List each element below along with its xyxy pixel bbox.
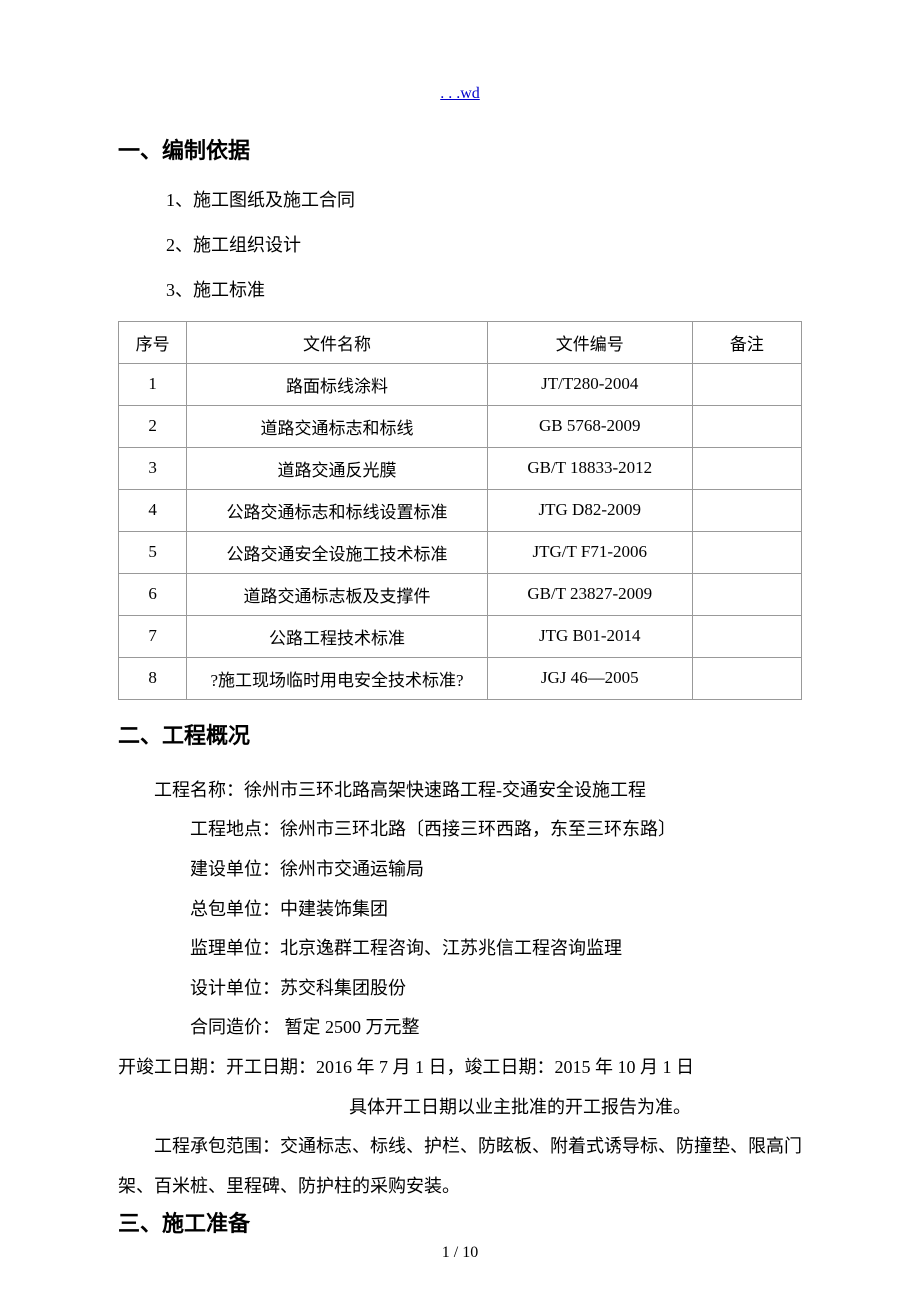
col-note-header: 备注: [692, 321, 801, 363]
section-3-heading: 三、施工准备: [118, 1206, 802, 1241]
table-row: 4 公路交通标志和标线设置标准 JTG D82-2009: [119, 489, 802, 531]
cell-name: 道路交通反光膜: [187, 447, 488, 489]
s1-item-1: 1、施工图纸及施工合同: [166, 186, 802, 215]
cell-name: ?施工现场临时用电安全技术标准?: [187, 657, 488, 699]
col-seq-header: 序号: [119, 321, 187, 363]
cell-seq: 3: [119, 447, 187, 489]
cell-seq: 7: [119, 615, 187, 657]
proj-line-5: 监理单位：北京逸群工程咨询、江苏兆信工程咨询监理: [118, 929, 802, 969]
col-name-header: 文件名称: [187, 321, 488, 363]
cell-name: 公路工程技术标准: [187, 615, 488, 657]
cell-note: [692, 447, 801, 489]
page-number: 1 / 10: [0, 1244, 920, 1262]
table-row: 5 公路交通安全设施工技术标准 JTG/T F71-2006: [119, 531, 802, 573]
cell-name: 路面标线涂料: [187, 363, 488, 405]
cell-code: JTG D82-2009: [487, 489, 692, 531]
section-1-heading: 一、编制依据: [118, 133, 802, 168]
table-row: 3 道路交通反光膜 GB/T 18833-2012: [119, 447, 802, 489]
proj-line-10: 工程承包范围：交通标志、标线、护栏、防眩板、附着式诱导标、防撞垫、限高门架、百米…: [118, 1127, 802, 1206]
cell-note: [692, 657, 801, 699]
proj-line-1: 工程名称：徐州市三环北路高架快速路工程-交通安全设施工程: [118, 771, 802, 811]
standards-table: 序号 文件名称 文件编号 备注 1 路面标线涂料 JT/T280-2004 2 …: [118, 321, 802, 700]
header-link[interactable]: . . .wd: [118, 85, 802, 103]
cell-seq: 2: [119, 405, 187, 447]
cell-name: 道路交通标志和标线: [187, 405, 488, 447]
cell-name: 公路交通安全设施工技术标准: [187, 531, 488, 573]
cell-code: GB/T 18833-2012: [487, 447, 692, 489]
table-row: 2 道路交通标志和标线 GB 5768-2009: [119, 405, 802, 447]
cell-note: [692, 405, 801, 447]
cell-code: GB/T 23827-2009: [487, 573, 692, 615]
cell-seq: 6: [119, 573, 187, 615]
cell-code: JT/T280-2004: [487, 363, 692, 405]
cell-note: [692, 489, 801, 531]
proj-line-2: 工程地点：徐州市三环北路〔西接三环西路，东至三环东路〕: [118, 810, 802, 850]
table-row: 8 ?施工现场临时用电安全技术标准? JGJ 46—2005: [119, 657, 802, 699]
cell-seq: 8: [119, 657, 187, 699]
cell-seq: 4: [119, 489, 187, 531]
cell-code: GB 5768-2009: [487, 405, 692, 447]
proj-line-7: 合同造价： 暂定 2500 万元整: [118, 1008, 802, 1048]
cell-note: [692, 573, 801, 615]
cell-name: 公路交通标志和标线设置标准: [187, 489, 488, 531]
document-page: . . .wd 一、编制依据 1、施工图纸及施工合同 2、施工组织设计 3、施工…: [0, 0, 920, 1302]
cell-code: JGJ 46—2005: [487, 657, 692, 699]
cell-seq: 5: [119, 531, 187, 573]
cell-seq: 1: [119, 363, 187, 405]
proj-line-9: 具体开工日期以业主批准的开工报告为准。: [118, 1088, 802, 1128]
cell-name: 道路交通标志板及支撑件: [187, 573, 488, 615]
table-row: 6 道路交通标志板及支撑件 GB/T 23827-2009: [119, 573, 802, 615]
proj-line-8: 开竣工日期：开工日期：2016 年 7 月 1 日，竣工日期：2015 年 10…: [118, 1048, 802, 1088]
cell-code: JTG B01-2014: [487, 615, 692, 657]
proj-line-4: 总包单位：中建装饰集团: [118, 890, 802, 930]
section-2-heading: 二、工程概况: [118, 718, 802, 753]
col-code-header: 文件编号: [487, 321, 692, 363]
table-row: 1 路面标线涂料 JT/T280-2004: [119, 363, 802, 405]
proj-line-6: 设计单位：苏交科集团股份: [118, 969, 802, 1009]
cell-note: [692, 615, 801, 657]
proj-line-3: 建设单位：徐州市交通运输局: [118, 850, 802, 890]
cell-note: [692, 531, 801, 573]
cell-code: JTG/T F71-2006: [487, 531, 692, 573]
s1-item-2: 2、施工组织设计: [166, 231, 802, 260]
table-row: 7 公路工程技术标准 JTG B01-2014: [119, 615, 802, 657]
cell-note: [692, 363, 801, 405]
s1-item-3: 3、施工标准: [166, 276, 802, 305]
table-header-row: 序号 文件名称 文件编号 备注: [119, 321, 802, 363]
